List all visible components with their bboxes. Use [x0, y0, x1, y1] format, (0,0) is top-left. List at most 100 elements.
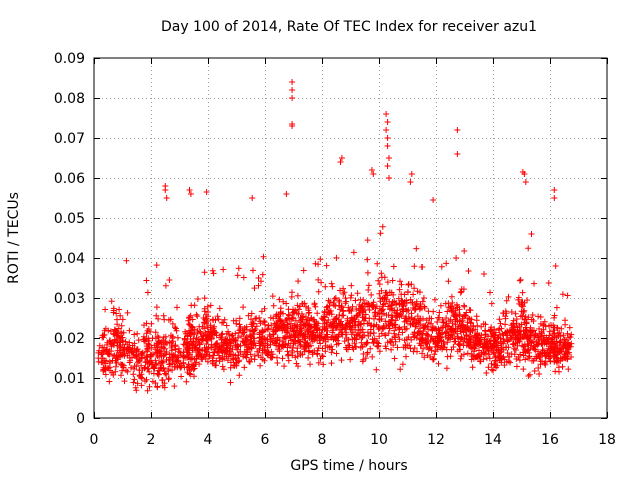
data-point [211, 330, 218, 336]
data-point [371, 335, 378, 342]
data-point [191, 373, 197, 380]
data-point [119, 351, 126, 358]
data-point [436, 309, 443, 316]
data-point [411, 334, 418, 341]
data-point [420, 295, 427, 301]
data-point [457, 355, 464, 362]
data-point [165, 375, 172, 382]
data-point [432, 296, 438, 303]
data-point [503, 359, 510, 365]
data-point [461, 248, 468, 254]
data-point [364, 269, 371, 276]
data-point [186, 321, 192, 328]
data-point [264, 351, 271, 358]
data-point [237, 326, 244, 332]
data-point [502, 313, 509, 320]
data-point [419, 350, 426, 357]
data-point [392, 338, 399, 345]
data-point [114, 356, 121, 363]
data-point [381, 274, 388, 281]
data-point [516, 357, 523, 364]
data-point [458, 288, 465, 295]
data-point [363, 340, 370, 347]
data-point [364, 349, 371, 356]
data-point [303, 303, 309, 310]
data-point [107, 328, 114, 335]
data-point [332, 295, 339, 301]
data-point [453, 255, 460, 261]
data-point [521, 316, 528, 323]
data-point [157, 364, 164, 371]
data-point [282, 317, 289, 324]
data-point [187, 191, 194, 197]
data-point [339, 329, 346, 336]
data-point [195, 336, 201, 343]
data-point [480, 356, 487, 363]
data-point [143, 330, 150, 337]
data-point [220, 266, 227, 273]
data-point [338, 155, 345, 161]
data-point [257, 362, 264, 369]
data-point [258, 278, 264, 285]
data-point [327, 323, 333, 330]
data-point [397, 311, 404, 318]
data-point [444, 353, 451, 360]
data-point [292, 354, 299, 361]
data-point [453, 312, 459, 319]
data-point [120, 338, 127, 345]
data-point [411, 306, 418, 313]
data-point [545, 280, 552, 286]
data-point [454, 127, 461, 133]
data-point [328, 349, 335, 356]
data-point [233, 320, 240, 327]
data-point [535, 365, 542, 371]
data-point [551, 187, 558, 193]
data-point [177, 364, 184, 371]
data-point [124, 309, 131, 316]
data-point [548, 336, 554, 343]
data-point [261, 357, 268, 364]
data-point [328, 360, 335, 367]
data-point [430, 356, 437, 363]
data-point [243, 354, 250, 361]
data-point [264, 326, 271, 333]
data-point [451, 338, 458, 345]
data-point [175, 357, 182, 364]
data-point [106, 378, 113, 385]
data-point [562, 317, 568, 324]
data-point [217, 334, 223, 341]
data-point [390, 263, 397, 270]
data-point [191, 302, 198, 309]
data-point [258, 329, 265, 336]
data-point [456, 306, 463, 313]
data-point [136, 367, 143, 374]
data-point [133, 352, 140, 359]
data-point [368, 291, 375, 298]
data-point [232, 337, 238, 343]
data-point [126, 327, 133, 334]
data-point [203, 189, 210, 195]
data-point [321, 317, 328, 324]
data-point [399, 361, 406, 368]
data-point [378, 315, 385, 322]
data-point [309, 351, 316, 358]
data-point [402, 342, 409, 348]
data-point [366, 307, 373, 313]
data-point [515, 354, 522, 360]
data-point [145, 335, 152, 342]
data-point [240, 274, 247, 281]
data-point [235, 265, 242, 272]
data-point [250, 267, 256, 274]
data-point [180, 349, 187, 356]
data-point [551, 312, 558, 319]
data-point [155, 334, 162, 341]
data-point [508, 351, 515, 358]
data-point [506, 327, 513, 334]
data-point [239, 338, 246, 345]
data-point [305, 322, 312, 328]
data-point [305, 310, 312, 317]
data-point [384, 163, 391, 169]
data-point [376, 348, 383, 355]
data-point [400, 303, 407, 310]
data-point [413, 298, 420, 305]
